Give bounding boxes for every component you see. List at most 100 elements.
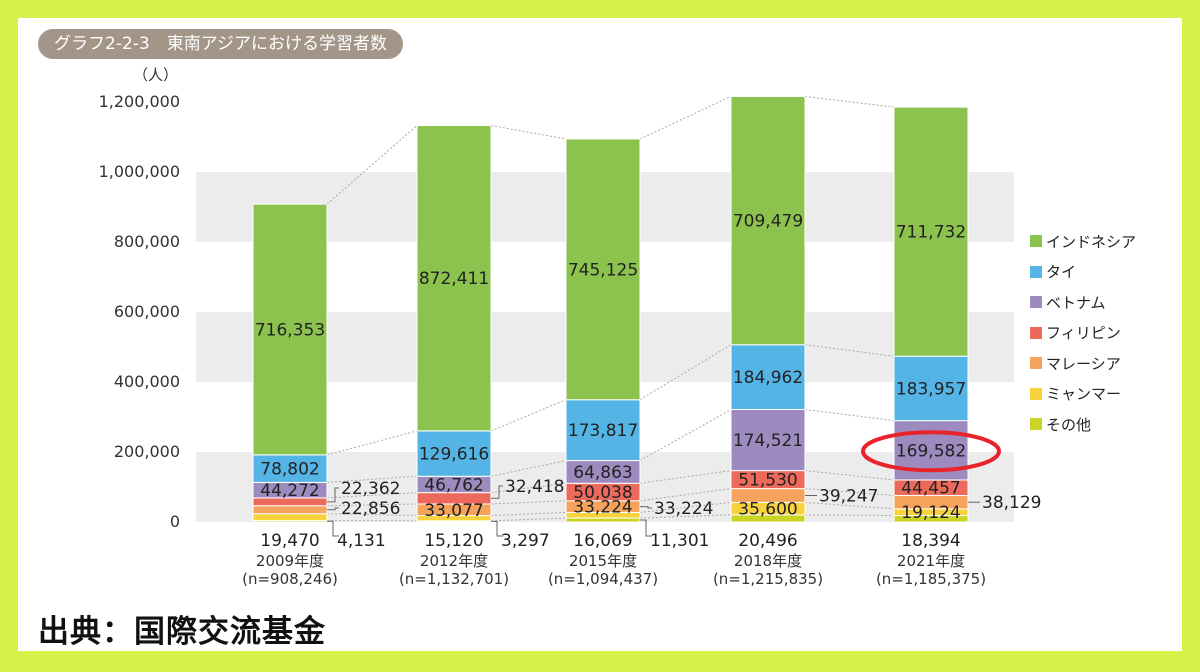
data-label: 3,297 xyxy=(501,531,550,551)
legend-swatch xyxy=(1030,265,1042,278)
chart-frame: グラフ2-2-3 東南アジアにおける学習者数 0 200,000 400,000 60… xyxy=(18,18,1182,651)
y-tick-label: 1,000,000 xyxy=(99,162,180,181)
y-axis-unit: （人） xyxy=(133,66,178,84)
y-tick-label: 800,000 xyxy=(114,232,180,251)
bar-segment xyxy=(730,95,806,346)
bar-segment xyxy=(730,409,806,472)
connector-line xyxy=(490,482,567,494)
bar-segment xyxy=(893,355,969,422)
connector-line xyxy=(326,430,418,456)
connector-line xyxy=(804,488,895,497)
legend: インドネシア タイベトナムフィリピンマレーシアミャンマーその他 xyxy=(1030,226,1136,440)
data-label: 716,353 xyxy=(255,320,325,340)
y-tick-label: 200,000 xyxy=(114,442,180,461)
legend-swatch xyxy=(1030,418,1042,431)
y-tick-label: 600,000 xyxy=(114,302,180,321)
legend-item: マレーシア xyxy=(1030,348,1136,379)
data-label: 15,120 xyxy=(424,531,483,551)
data-label: 174,521 xyxy=(733,431,803,451)
bar-segment xyxy=(565,517,641,523)
bar-segment xyxy=(252,505,328,515)
data-label: 33,224 xyxy=(573,498,632,518)
data-label: 19,124 xyxy=(901,503,960,523)
x-tick-total: (n=1,215,835) xyxy=(713,570,823,588)
legend-label: ベトナム xyxy=(1046,293,1106,312)
bar-segment xyxy=(252,513,328,522)
data-label: 20,496 xyxy=(738,531,797,551)
x-tick-label: 2015年度 xyxy=(569,552,637,570)
data-label: 78,802 xyxy=(260,460,319,480)
connector-line xyxy=(490,125,567,140)
x-tick-total: (n=1,094,437) xyxy=(548,570,658,588)
data-label: 51,530 xyxy=(738,471,797,491)
data-label: 50,038 xyxy=(573,483,632,503)
bar-segment xyxy=(730,344,806,411)
data-label: 32,418 xyxy=(505,477,564,497)
legend-label: タイ xyxy=(1046,263,1077,282)
connector-line xyxy=(804,514,895,517)
legend-item: ミャンマー xyxy=(1030,379,1136,410)
y-tick-label: 400,000 xyxy=(114,372,180,391)
connector-line xyxy=(639,470,732,484)
connector-line xyxy=(326,513,418,517)
connector-line xyxy=(326,503,418,507)
connector-line xyxy=(804,501,895,510)
data-label: 22,362 xyxy=(341,479,400,499)
data-label: 39,247 xyxy=(819,486,878,506)
legend-swatch xyxy=(1030,235,1042,248)
data-label: 711,732 xyxy=(896,223,966,243)
legend-swatch xyxy=(1030,357,1042,370)
connector-line xyxy=(804,344,895,357)
source-credit: 出典：国際交流基金 xyxy=(38,614,326,650)
data-label: 18,394 xyxy=(901,531,960,551)
legend-item: フィリピン xyxy=(1030,318,1136,349)
leader-line xyxy=(327,520,339,537)
connector-line xyxy=(804,409,895,422)
connector-line xyxy=(639,96,732,140)
connector-line xyxy=(490,399,567,432)
data-label: 44,272 xyxy=(260,481,319,501)
connector-line xyxy=(639,488,732,502)
data-label: 33,077 xyxy=(424,501,483,521)
x-tick-total: (n=1,185,375) xyxy=(876,570,986,588)
data-label: 16,069 xyxy=(573,531,632,551)
x-tick-label: 2018年度 xyxy=(734,552,802,570)
data-label: 11,301 xyxy=(650,531,709,551)
chart-title: グラフ2-2-3 東南アジアにおける学習者数 xyxy=(38,29,404,59)
x-tick-label: 2009年度 xyxy=(256,552,324,570)
connector-line xyxy=(639,409,732,462)
data-label: 169,582 xyxy=(896,441,966,461)
data-label: 872,411 xyxy=(419,269,489,289)
data-label: 129,616 xyxy=(419,445,489,465)
bar-segment xyxy=(565,138,641,401)
legend-item: その他 xyxy=(1030,409,1136,440)
connector-line xyxy=(490,517,567,522)
data-label: 64,863 xyxy=(573,463,632,483)
legend-label: その他 xyxy=(1046,415,1092,434)
bar-segment xyxy=(252,203,328,456)
data-label: 22,856 xyxy=(341,499,400,519)
leader-line xyxy=(640,519,652,537)
legend-label: ミャンマー xyxy=(1046,385,1122,404)
legend-label: インドネシア xyxy=(1046,232,1137,251)
connector-line xyxy=(804,95,895,108)
highlight-ellipse xyxy=(861,430,1001,473)
connector-line xyxy=(639,514,732,519)
data-label: 184,962 xyxy=(733,368,803,388)
legend-swatch xyxy=(1030,387,1042,400)
legend-swatch xyxy=(1030,326,1042,339)
connector-line xyxy=(490,460,567,477)
x-tick-total: (n=908,246) xyxy=(242,570,338,588)
legend-item: インドネシア xyxy=(1030,226,1136,257)
data-label: 183,957 xyxy=(896,379,966,399)
connector-line xyxy=(326,475,418,483)
connector-line xyxy=(490,511,567,517)
y-tick-label: 1,200,000 xyxy=(99,92,180,111)
connector-line xyxy=(639,501,732,513)
stacked-bar-chart: 0 200,000 400,000 600,000 800,000 1,000,000 1,… xyxy=(99,66,1042,588)
data-label: 46,762 xyxy=(424,475,483,495)
legend-swatch xyxy=(1030,296,1042,309)
bar-segment xyxy=(565,399,641,462)
leader-line xyxy=(327,507,339,511)
legend-label: フィリピン xyxy=(1046,324,1121,343)
